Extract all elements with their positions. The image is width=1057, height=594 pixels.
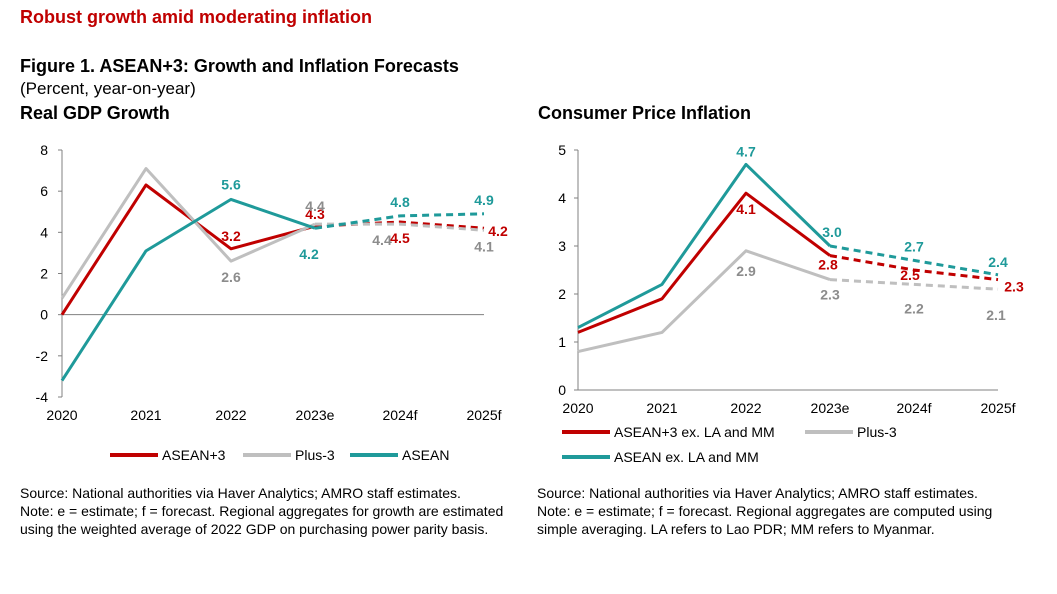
cpi-y-tick-label: 0 xyxy=(558,382,566,398)
gdp-source-block: Source: National authorities via Haver A… xyxy=(20,484,510,538)
cpi-data-label: 2.7 xyxy=(904,238,924,254)
cpi-legend-label: ASEAN+3 ex. LA and MM xyxy=(614,424,775,440)
cpi-x-tick-label: 2025f xyxy=(980,400,1015,416)
gdp-data-label: 3.2 xyxy=(221,228,241,244)
gdp-x-tick-label: 2024f xyxy=(382,407,417,423)
gdp-series-line-0 xyxy=(60,183,316,316)
gdp-y-tick-label: 8 xyxy=(40,142,48,158)
cpi-source: Source: National authorities via Haver A… xyxy=(537,485,978,501)
cpi-y-tick-label: 3 xyxy=(558,238,566,254)
gdp-data-label: 4.4 xyxy=(372,232,392,248)
gdp-data-label: 4.3 xyxy=(305,206,325,222)
cpi-source-block: Source: National authorities via Haver A… xyxy=(537,484,1027,538)
cpi-series-forecast-line-0 xyxy=(829,254,999,282)
cpi-series-line-0 xyxy=(577,191,831,334)
cpi-data-label: 2.5 xyxy=(900,267,920,283)
cpi-data-label: 2.8 xyxy=(818,257,838,273)
gdp-y-tick-label: 6 xyxy=(40,183,48,199)
cpi-x-tick-label: 2020 xyxy=(562,400,593,416)
gdp-y-tick-label: -4 xyxy=(36,389,49,405)
cpi-y-tick-label: 1 xyxy=(558,334,566,350)
cpi-data-label: 4.7 xyxy=(736,143,756,159)
cpi-y-tick-label: 4 xyxy=(558,190,566,206)
gdp-data-label: 4.9 xyxy=(474,192,494,208)
gdp-chart-title: Real GDP Growth xyxy=(20,103,170,123)
cpi-data-label: 2.1 xyxy=(986,307,1006,323)
cpi-legend-label: Plus-3 xyxy=(857,424,897,440)
cpi-x-tick-label: 2022 xyxy=(730,400,761,416)
gdp-series-line-1 xyxy=(60,167,316,300)
cpi-series-forecast-line-1 xyxy=(829,278,999,291)
gdp-series-line-2 xyxy=(60,197,316,382)
cpi-x-tick-label: 2023e xyxy=(811,400,850,416)
gdp-data-label: 4.1 xyxy=(474,238,494,254)
cpi-x-tick-label: 2021 xyxy=(646,400,677,416)
gdp-source: Source: National authorities via Haver A… xyxy=(20,485,461,501)
gdp-data-label: 4.2 xyxy=(299,246,319,262)
cpi-data-label: 2.3 xyxy=(1004,279,1024,295)
cpi-data-label: 2.3 xyxy=(820,287,840,303)
gdp-y-tick-label: 2 xyxy=(40,266,48,282)
cpi-series-line-2 xyxy=(577,162,832,329)
cpi-chart: 5 4 3 2 1 0 2020 2021 2022 2023e 2024f 2025f 4.1 2.8 2… xyxy=(558,142,1024,465)
cpi-data-label: 2.2 xyxy=(904,300,924,316)
gdp-legend-label: ASEAN xyxy=(402,447,449,463)
gdp-x-tick-label: 2023e xyxy=(296,407,335,423)
gdp-data-label: 5.6 xyxy=(221,176,241,192)
gdp-x-tick-label: 2025f xyxy=(466,407,501,423)
gdp-data-label: 4.5 xyxy=(390,230,410,246)
cpi-series-forecast-line-2 xyxy=(829,244,999,277)
figure-subtitle: (Percent, year-on-year) xyxy=(20,79,196,98)
cpi-data-label: 3.0 xyxy=(822,224,842,240)
gdp-y-tick-label: 0 xyxy=(40,307,48,323)
cpi-data-label: 4.1 xyxy=(736,201,756,217)
cpi-series-line-1 xyxy=(577,249,831,354)
cpi-x-tick-label: 2024f xyxy=(896,400,931,416)
gdp-chart: 8 6 4 2 0 -2 -4 2020 2021 2022 2023e 2024f 2025f 3.2 4… xyxy=(36,142,508,463)
headline: Robust growth amid moderating inflation xyxy=(20,7,372,27)
gdp-note: Note: e = estimate; f = forecast. Region… xyxy=(20,503,504,537)
cpi-data-label: 2.9 xyxy=(736,263,756,279)
gdp-data-label: 4.8 xyxy=(390,194,410,210)
gdp-y-tick-label: 4 xyxy=(40,224,48,240)
gdp-x-tick-label: 2020 xyxy=(46,407,77,423)
gdp-y-tick-label: -2 xyxy=(36,348,49,364)
cpi-legend-label: ASEAN ex. LA and MM xyxy=(614,449,759,465)
gdp-series-forecast-line-2 xyxy=(314,212,485,230)
gdp-legend-label: ASEAN+3 xyxy=(162,447,226,463)
gdp-x-tick-label: 2022 xyxy=(215,407,246,423)
figure-title: Figure 1. ASEAN+3: Growth and Inflation … xyxy=(20,56,459,76)
gdp-legend-label: Plus-3 xyxy=(295,447,335,463)
gdp-data-label: 4.2 xyxy=(488,223,508,239)
gdp-data-label: 4.4 xyxy=(305,198,325,214)
cpi-y-tick-label: 5 xyxy=(558,142,566,158)
cpi-chart-title: Consumer Price Inflation xyxy=(538,103,752,123)
cpi-note: Note: e = estimate; f = forecast. Region… xyxy=(537,503,993,537)
cpi-data-label: 2.4 xyxy=(988,254,1008,270)
cpi-y-tick-label: 2 xyxy=(558,286,566,302)
gdp-data-label: 2.6 xyxy=(221,269,241,285)
gdp-x-tick-label: 2021 xyxy=(130,407,161,423)
